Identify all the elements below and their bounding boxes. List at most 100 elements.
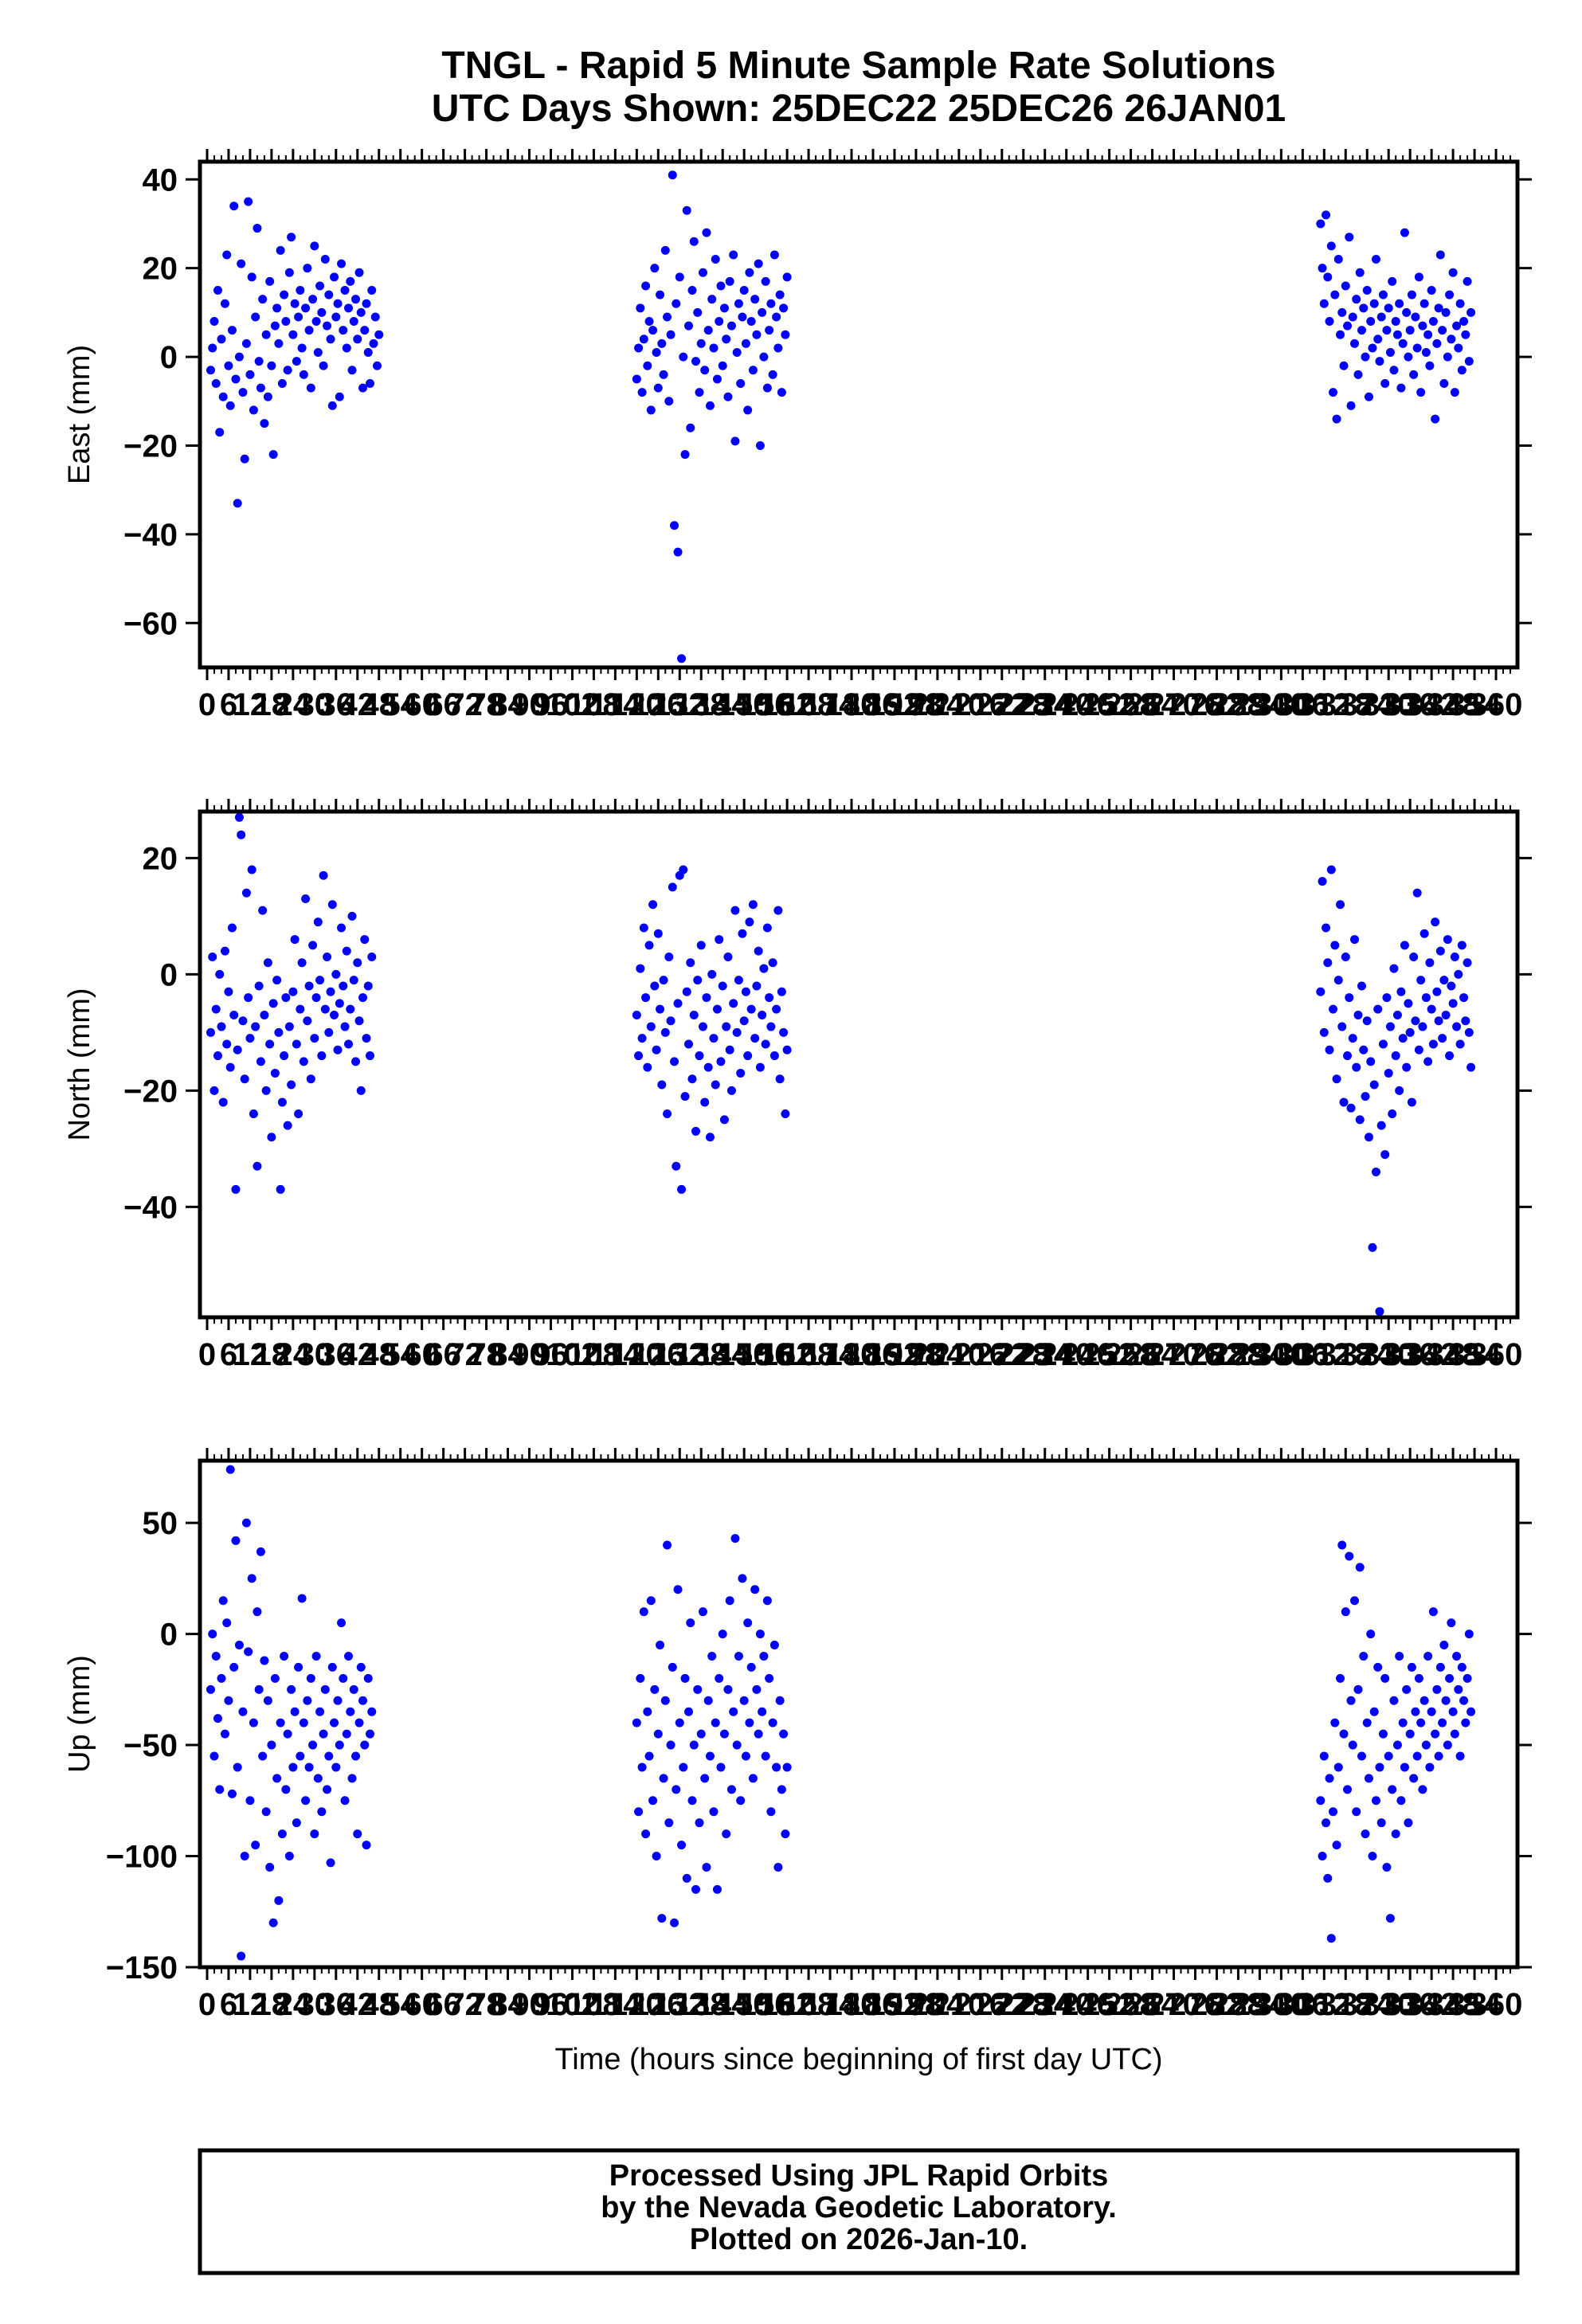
data-point <box>1461 1016 1470 1026</box>
data-point <box>666 1740 675 1750</box>
x-tick-label: 198 <box>890 687 943 722</box>
data-point <box>632 1718 641 1727</box>
data-point <box>648 326 658 335</box>
x-tick-label: 294 <box>1233 687 1286 722</box>
data-point <box>696 1729 706 1739</box>
x-tick-label: 18 <box>254 1337 290 1372</box>
data-point <box>263 1696 272 1705</box>
plot-frame <box>198 159 1520 670</box>
data-point <box>702 228 711 237</box>
data-point <box>360 935 370 945</box>
plot-frame <box>198 1458 1520 1970</box>
data-point <box>656 1641 665 1650</box>
data-point <box>270 1673 280 1683</box>
x-tick-label: 156 <box>739 687 793 722</box>
data-point <box>324 290 334 299</box>
x-tick-label: 54 <box>382 1337 418 1372</box>
data-point <box>313 1774 323 1783</box>
data-point <box>734 1651 743 1661</box>
data-point <box>703 326 713 335</box>
data-point <box>283 1121 292 1130</box>
chart-title-line2: UTC Days Shown: 25DEC22 25DEC26 26JAN01 <box>432 88 1286 130</box>
data-point <box>1329 1807 1338 1817</box>
data-point <box>775 290 785 299</box>
data-point <box>280 1051 289 1061</box>
data-point <box>705 1133 715 1142</box>
data-point <box>365 379 374 389</box>
x-tick-label: 120 <box>610 1337 664 1372</box>
x-tick-label: 36 <box>319 1337 354 1372</box>
x-tick-label: 264 <box>1126 687 1179 722</box>
x-tick-label: 354 <box>1448 1337 1502 1372</box>
data-point <box>1421 993 1431 1003</box>
data-point <box>636 1673 645 1683</box>
data-point <box>1359 303 1369 313</box>
data-point <box>1346 1103 1356 1113</box>
data-point <box>340 1022 350 1031</box>
x-tick-label: 6 <box>220 687 237 722</box>
data-point <box>1404 1818 1413 1828</box>
data-point <box>260 1010 269 1019</box>
data-point <box>320 1004 330 1014</box>
data-point <box>1425 361 1435 370</box>
data-point <box>220 946 229 956</box>
data-point <box>1431 1729 1440 1739</box>
data-point <box>231 374 241 384</box>
x-tick-label: 108 <box>567 1987 621 2022</box>
data-point <box>261 1086 271 1095</box>
data-point <box>1445 1673 1455 1683</box>
data-point <box>1441 307 1451 317</box>
data-point <box>227 923 237 933</box>
data-point <box>680 1673 690 1683</box>
data-point <box>208 952 217 961</box>
data-point <box>1391 317 1400 327</box>
data-point <box>234 352 244 362</box>
x-tick-label: 336 <box>1384 687 1437 722</box>
data-point <box>679 352 688 362</box>
data-point <box>675 1718 684 1727</box>
data-point <box>716 1057 726 1066</box>
data-point <box>1336 1673 1345 1683</box>
data-point <box>1339 1729 1349 1739</box>
x-tick-label: 324 <box>1341 687 1394 722</box>
data-point <box>643 1062 652 1072</box>
data-point <box>759 964 769 973</box>
data-point <box>1341 1607 1350 1617</box>
x-tick-label: 336 <box>1384 1337 1437 1372</box>
data-point <box>762 1596 772 1606</box>
data-point <box>240 1074 249 1084</box>
data-point <box>1402 1684 1412 1694</box>
data-point <box>288 1763 298 1772</box>
data-point <box>652 1045 661 1054</box>
data-point <box>1466 307 1476 317</box>
data-point <box>755 440 765 450</box>
data-point <box>213 1051 222 1061</box>
data-point <box>323 1785 332 1794</box>
x-tick-label: 216 <box>954 687 1007 722</box>
data-point <box>245 370 255 379</box>
data-point <box>311 993 321 1003</box>
data-point <box>725 1045 734 1054</box>
data-point <box>732 1740 742 1750</box>
x-tick-label: 174 <box>804 1987 857 2022</box>
data-point <box>331 1763 341 1772</box>
data-point <box>292 1818 301 1828</box>
data-point <box>1336 900 1345 910</box>
data-point <box>1404 352 1413 362</box>
data-point <box>304 1763 314 1772</box>
data-point <box>1384 1751 1393 1761</box>
data-point <box>1373 1662 1383 1672</box>
data-point <box>765 326 774 335</box>
data-point <box>646 1596 656 1606</box>
data-point <box>241 1518 251 1528</box>
x-tick-label: 150 <box>718 1337 771 1372</box>
data-point <box>308 1740 318 1750</box>
data-point <box>297 1594 307 1603</box>
data-point <box>247 1574 256 1583</box>
x-tick-label: 0 <box>198 687 216 722</box>
data-point <box>702 1862 711 1872</box>
data-point <box>270 1068 280 1078</box>
data-point <box>1455 1751 1465 1761</box>
data-point <box>283 366 292 375</box>
